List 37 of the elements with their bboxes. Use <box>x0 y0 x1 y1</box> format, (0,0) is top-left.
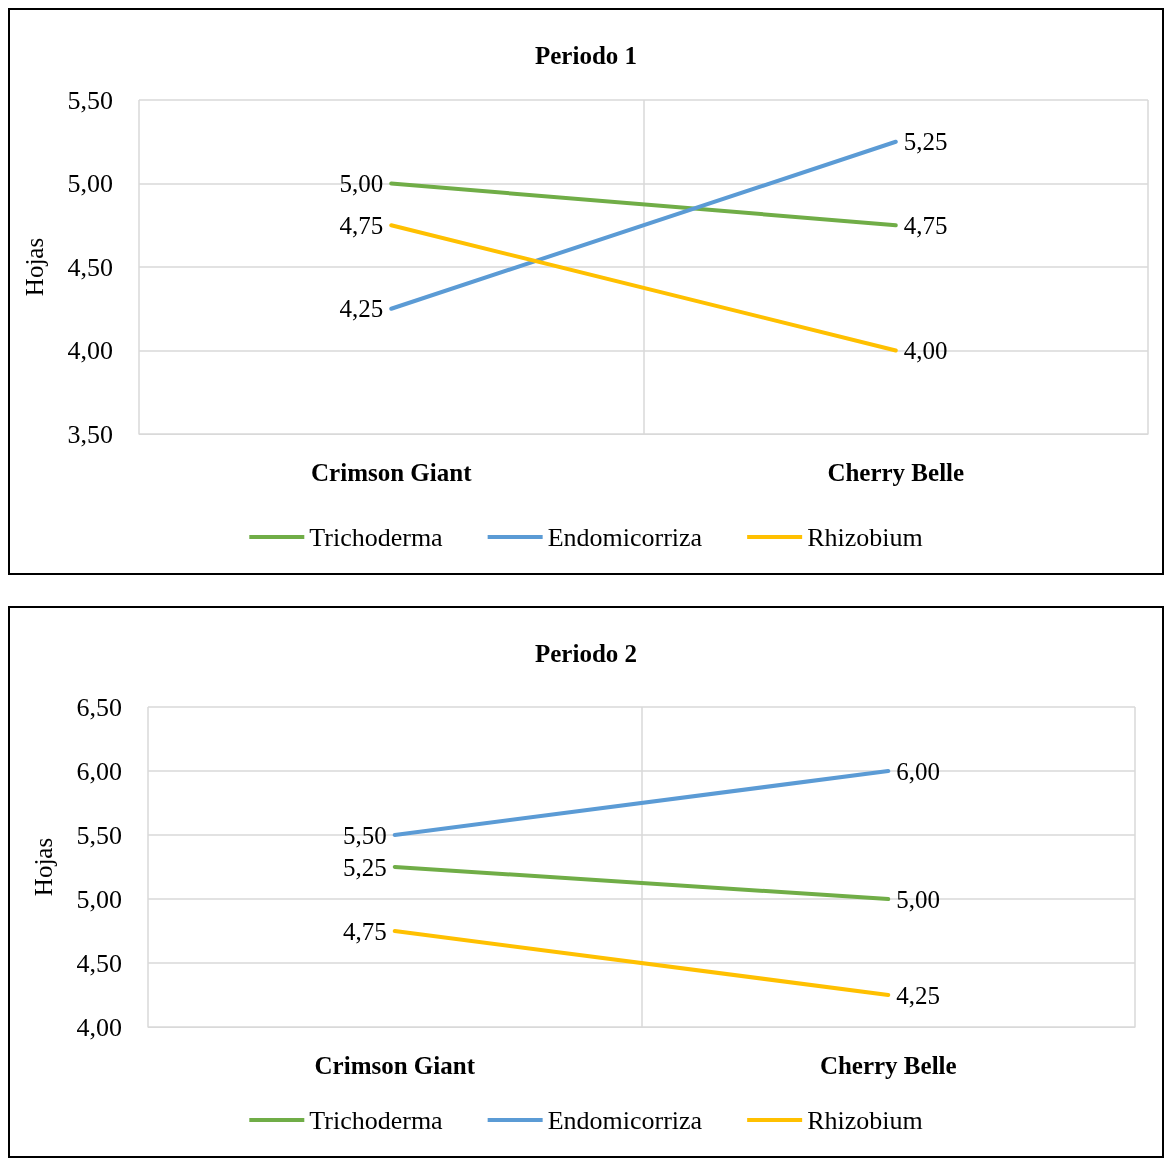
data-label: 4,25 <box>896 981 940 1009</box>
legend-label: Rhizobium <box>807 1105 923 1135</box>
y-axis-title: Hojas <box>21 237 48 297</box>
data-label: 5,25 <box>343 853 387 881</box>
data-label: 5,00 <box>339 170 384 197</box>
chart-title: Periodo 1 <box>534 42 638 69</box>
data-label: 4,75 <box>339 211 384 239</box>
chart-title: Periodo 2 <box>534 640 638 667</box>
legend-label: Endomicorriza <box>547 522 703 552</box>
legend-label: Trichoderma <box>309 522 444 552</box>
y-tick-label: 3,50 <box>67 419 113 449</box>
y-tick-label: 5,00 <box>67 169 113 198</box>
data-label: 4,00 <box>903 337 948 364</box>
data-label: 5,50 <box>343 821 387 849</box>
legend-label: Trichoderma <box>309 1105 444 1135</box>
x-tick-label: Crimson Giant <box>311 459 473 486</box>
x-tick-label: Cherry Belle <box>819 1052 957 1079</box>
y-tick-label: 6,00 <box>76 756 122 786</box>
y-tick-label: 5,50 <box>76 820 122 850</box>
data-label: 4,75 <box>343 917 387 945</box>
data-label: 4,25 <box>339 295 384 323</box>
y-tick-label: 4,50 <box>67 252 113 282</box>
y-tick-label: 6,50 <box>76 692 122 722</box>
y-axis-title: Hojas <box>30 837 57 897</box>
data-label: 5,00 <box>896 885 940 913</box>
y-tick-label: 4,00 <box>67 336 113 365</box>
legend-label: Rhizobium <box>807 522 923 552</box>
data-label: 5,25 <box>903 128 948 156</box>
x-tick-label: Crimson Giant <box>314 1052 476 1079</box>
data-label: 4,75 <box>903 211 948 239</box>
data-label: 6,00 <box>896 757 940 785</box>
y-tick-label: 4,50 <box>76 948 122 978</box>
y-tick-label: 5,00 <box>76 884 122 914</box>
y-tick-label: 5,50 <box>67 85 113 115</box>
legend-label: Endomicorriza <box>547 1105 703 1135</box>
y-tick-label: 4,00 <box>76 1012 122 1042</box>
x-tick-label: Cherry Belle <box>827 459 965 486</box>
